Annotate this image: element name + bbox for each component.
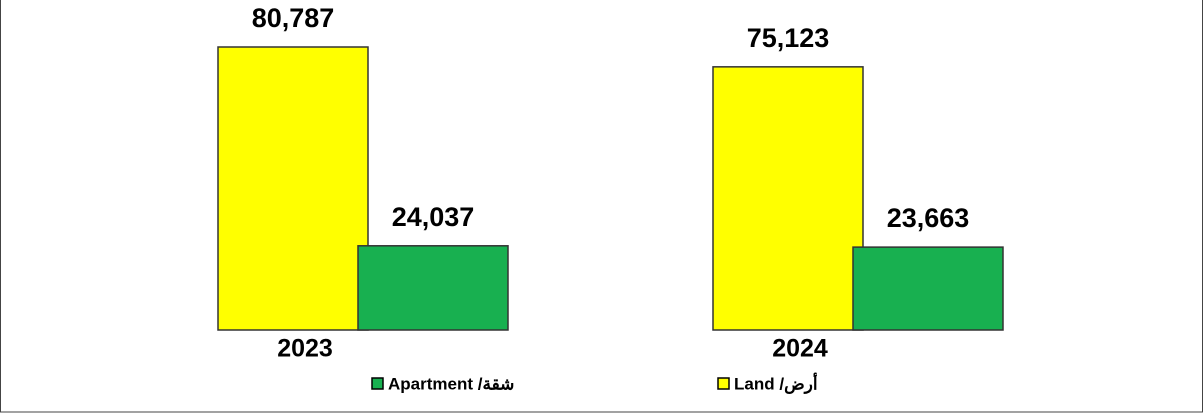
bar — [852, 246, 1004, 331]
x-tick-label: 2023 — [277, 335, 333, 363]
bar — [712, 66, 864, 331]
value-label: 24,037 — [392, 202, 475, 232]
value-label: 75,123 — [747, 23, 830, 53]
legend-swatch — [717, 377, 730, 390]
legend-label: Apartment /شقة — [388, 374, 514, 393]
bar — [217, 46, 369, 331]
bar — [357, 245, 509, 331]
value-label: 80,787 — [252, 3, 335, 33]
value-label: 23,663 — [887, 203, 970, 233]
legend-swatch — [371, 377, 384, 390]
legend-label: Land /أرض — [734, 371, 818, 394]
x-tick-label: 2024 — [772, 335, 828, 363]
